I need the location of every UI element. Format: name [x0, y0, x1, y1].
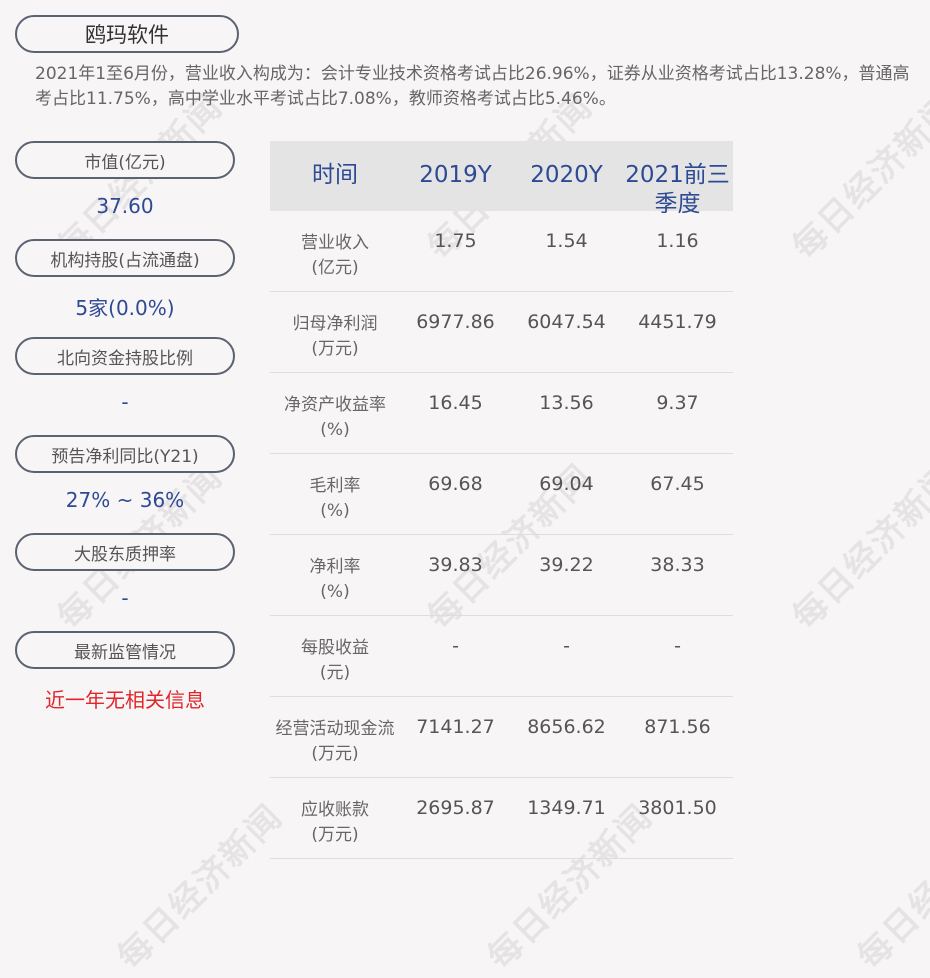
cell-value: 4451.79 — [638, 311, 717, 333]
revenue-summary: 2021年1至6月份，营业收入构成为：会计专业技术资格考试占比26.96%，证券… — [35, 64, 910, 109]
metric-value: 近一年无相关信息 — [45, 688, 205, 712]
watermark: 每日经济新闻 — [109, 796, 291, 978]
table-row: 归母净利润 (万元) 6977.86 6047.54 4451.79 — [270, 292, 733, 373]
header-2019: 2019Y — [419, 162, 492, 188]
header-2020: 2020Y — [530, 162, 603, 188]
row-label-unit: (万元) — [311, 825, 359, 845]
cell-value: 3801.50 — [638, 797, 717, 819]
row-label-name: 经营活动现金流 — [275, 719, 395, 739]
row-label-unit: (%) — [320, 582, 350, 602]
row-label-name: 净资产收益率 — [284, 395, 386, 415]
metric-value: 27% ~ 36% — [65, 488, 185, 512]
cell-value: 1.75 — [434, 230, 477, 252]
cell-value: 6047.54 — [527, 311, 606, 333]
cell-value: 6977.86 — [416, 311, 495, 333]
table-row: 净利率 (%) 39.83 39.22 38.33 — [270, 535, 733, 616]
table-row: 毛利率 (%) 69.68 69.04 67.45 — [270, 454, 733, 535]
watermark: 每日经济新闻 — [849, 796, 930, 978]
cell-value: 16.45 — [428, 392, 483, 414]
metric-value: 5家(0.0%) — [75, 296, 175, 320]
cell-value: 13.56 — [539, 392, 594, 414]
row-label-unit: (亿元) — [311, 258, 359, 278]
row-label: 净资产收益率 (%) — [270, 373, 400, 453]
row-label-name: 归母净利润 — [292, 314, 378, 334]
table-row: 营业收入 (亿元) 1.75 1.54 1.16 — [270, 211, 733, 292]
cell-value: 38.33 — [650, 554, 705, 576]
row-label-name: 营业收入 — [301, 233, 369, 253]
row-label-unit: (%) — [320, 420, 350, 440]
table-row: 经营活动现金流 (万元) 7141.27 8656.62 871.56 — [270, 697, 733, 778]
cell-value: 871.56 — [644, 716, 711, 738]
metric-value: 37.60 — [96, 194, 154, 218]
cell-value: 39.83 — [428, 554, 483, 576]
header-2021q3: 2021前三季度 — [625, 162, 730, 217]
cell-value: - — [563, 635, 570, 657]
table-row: 净资产收益率 (%) 16.45 13.56 9.37 — [270, 373, 733, 454]
row-label-name: 净利率 — [309, 557, 361, 577]
cell-value: 9.37 — [656, 392, 699, 414]
cell-value: 39.22 — [539, 554, 594, 576]
cell-value: 1.16 — [656, 230, 699, 252]
cell-value: - — [674, 635, 681, 657]
cell-value: 1.54 — [545, 230, 588, 252]
row-label-name: 应收账款 — [301, 800, 369, 820]
row-label: 毛利率 (%) — [270, 454, 400, 534]
row-label-unit: (万元) — [311, 744, 359, 764]
metric-label: 机构持股(占流通盘) — [15, 239, 235, 277]
cell-value: 67.45 — [650, 473, 705, 495]
row-label-unit: (万元) — [311, 339, 359, 359]
row-label-unit: (元) — [319, 663, 351, 683]
header-time: 时间 — [312, 162, 358, 188]
metric-value: - — [121, 390, 129, 414]
cell-value: 69.04 — [539, 473, 594, 495]
cell-value: 2695.87 — [416, 797, 495, 819]
metric-label: 北向资金持股比例 — [15, 337, 235, 375]
metric-label: 市值(亿元) — [15, 141, 235, 179]
cell-value: 7141.27 — [416, 716, 495, 738]
metric-label: 最新监管情况 — [15, 631, 235, 669]
row-label-name: 每股收益 — [301, 638, 369, 658]
metric-value: - — [121, 586, 129, 610]
table-row: 应收账款 (万元) 2695.87 1349.71 3801.50 — [270, 778, 733, 859]
row-label: 净利率 (%) — [270, 535, 400, 615]
metric-label: 预告净利同比(Y21) — [15, 435, 235, 473]
cell-value: 1349.71 — [527, 797, 606, 819]
row-label: 归母净利润 (万元) — [270, 292, 400, 372]
row-label: 每股收益 (元) — [270, 616, 400, 696]
row-label-name: 毛利率 — [309, 476, 361, 496]
row-label-unit: (%) — [320, 501, 350, 521]
cell-value: 69.68 — [428, 473, 483, 495]
table-row: 每股收益 (元) - - - — [270, 616, 733, 697]
financial-table: 时间 2019Y 2020Y 2021前三季度 营业收入 (亿元) 1.75 1.54… — [270, 141, 733, 859]
metric-label: 大股东质押率 — [15, 533, 235, 571]
cell-value: - — [452, 635, 459, 657]
row-label: 营业收入 (亿元) — [270, 211, 400, 291]
cell-value: 8656.62 — [527, 716, 606, 738]
row-label: 应收账款 (万元) — [270, 778, 400, 858]
row-label: 经营活动现金流 (万元) — [270, 697, 400, 777]
watermark: 每日经济新闻 — [784, 456, 930, 638]
company-title: 鸥玛软件 — [15, 15, 239, 53]
table-header: 时间 2019Y 2020Y 2021前三季度 — [270, 141, 733, 217]
